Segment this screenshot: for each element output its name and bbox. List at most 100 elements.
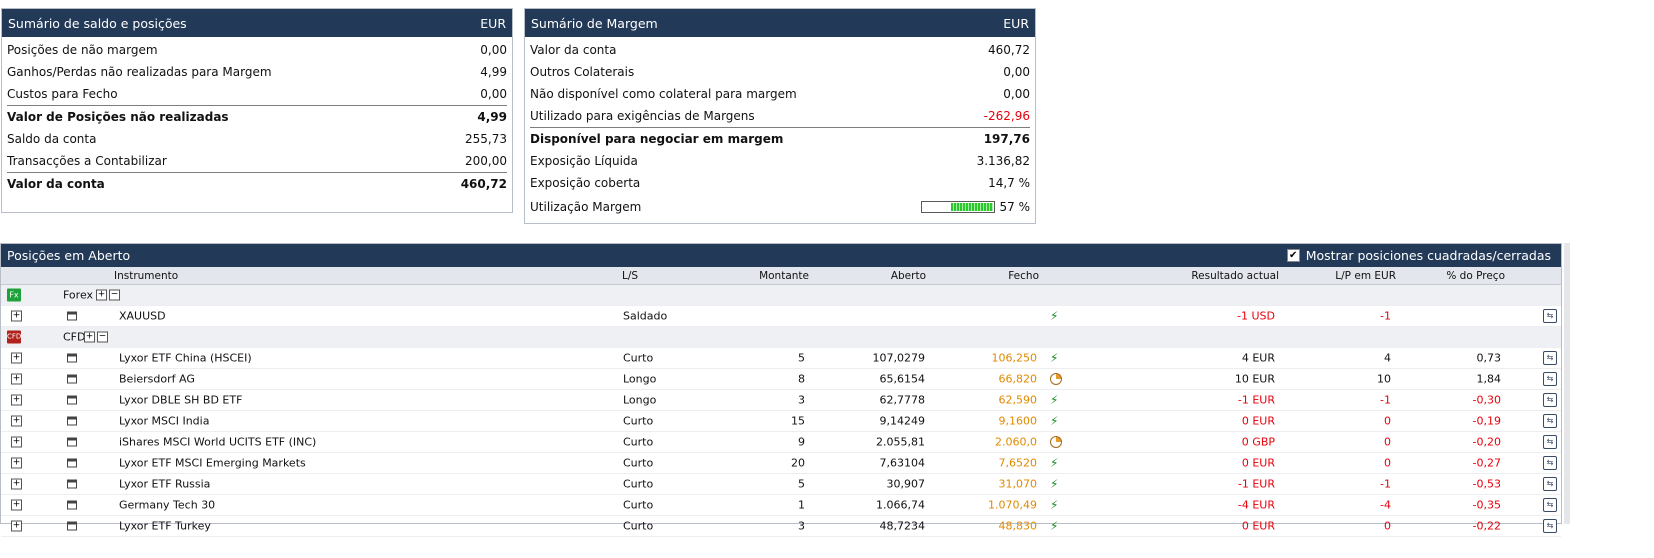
calendar-icon[interactable] — [67, 521, 77, 531]
expand-all-icon[interactable]: + — [96, 289, 107, 301]
position-side: Saldado — [623, 309, 668, 323]
position-result: -1 EUR — [1237, 477, 1275, 491]
bolt-icon: ⚡︎ — [1050, 477, 1059, 491]
position-pl-eur: 10 — [1377, 372, 1391, 386]
margin-row: Exposição Líquida 3.136,82 — [530, 150, 1030, 172]
col-amount[interactable]: Montante — [759, 269, 809, 282]
col-side[interactable]: L/S — [622, 269, 639, 282]
expand-all-icon[interactable]: + — [84, 331, 95, 343]
position-pct-price: -0,35 — [1472, 498, 1501, 512]
calendar-icon[interactable] — [67, 353, 77, 363]
position-result: 0 GBP — [1241, 435, 1275, 449]
balance-row-value: 4,99 — [477, 110, 507, 124]
position-action-icon[interactable]: ⇆ — [1543, 414, 1557, 428]
position-action-icon[interactable]: ⇆ — [1543, 456, 1557, 470]
expand-row-icon[interactable]: + — [11, 436, 22, 448]
margin-row-label: Valor da conta — [530, 43, 617, 57]
position-side: Curto — [623, 519, 654, 533]
position-side: Curto — [623, 351, 654, 365]
calendar-icon[interactable] — [67, 395, 77, 405]
calendar-icon[interactable] — [67, 479, 77, 489]
calendar-icon[interactable] — [67, 311, 77, 321]
position-amount: 8 — [798, 372, 805, 386]
expand-row-icon[interactable]: + — [11, 457, 22, 469]
position-amount: 9 — [798, 435, 805, 449]
col-instrument[interactable]: Instrumento — [114, 269, 179, 282]
position-pct-price: -0,22 — [1472, 519, 1501, 533]
position-row[interactable]: + Beiersdorf AG Longo 8 65,6154 66,820 10 EUR 1… — [1, 369, 1561, 390]
margin-row-value: 0,00 — [1003, 87, 1030, 101]
expand-row-icon[interactable]: + — [11, 520, 22, 532]
position-pct-price: -0,20 — [1472, 435, 1501, 449]
collapse-all-icon[interactable]: − — [97, 331, 108, 343]
instrument-name: Lyxor ETF China (HSCEI) — [119, 351, 252, 365]
positions-scrollbar[interactable] — [1564, 243, 1570, 524]
bolt-icon: ⚡︎ — [1050, 456, 1059, 470]
position-row[interactable]: + XAUUSD Saldado ⚡︎ -1 USD -1 ⇆ — [1, 306, 1561, 327]
position-row[interactable]: + Germany Tech 30 Curto 1 1.066,74 1.070,49 ⚡︎… — [1, 495, 1561, 516]
position-action-icon[interactable]: ⇆ — [1543, 498, 1557, 512]
position-pct-price: 1,84 — [1476, 372, 1502, 386]
position-pl-eur: 0 — [1384, 456, 1391, 470]
margin-utilization-value: 57 % — [999, 200, 1031, 214]
position-open-price: 7,63104 — [879, 456, 926, 470]
position-open-price: 65,6154 — [879, 372, 926, 386]
margin-row-value: -262,96 — [983, 109, 1030, 123]
expand-row-icon[interactable]: + — [11, 352, 22, 364]
balance-row: Ganhos/Perdas não realizadas para Margem… — [7, 61, 507, 83]
col-close[interactable]: Fecho — [1008, 269, 1039, 282]
balance-row-value: 200,00 — [465, 154, 507, 168]
position-pl-eur: 0 — [1384, 414, 1391, 428]
calendar-icon[interactable] — [67, 437, 77, 447]
margin-utilization-row: Utilização Margem 57 % — [530, 194, 1030, 220]
position-row[interactable]: + Lyxor ETF Russia Curto 5 30,907 31,070 ⚡︎ -1 … — [1, 474, 1561, 495]
expand-row-icon[interactable]: + — [11, 373, 22, 385]
collapse-all-icon[interactable]: − — [109, 289, 120, 301]
position-pl-eur: -4 — [1380, 498, 1391, 512]
col-pl-eur[interactable]: L/P em EUR — [1335, 269, 1396, 282]
position-action-icon[interactable]: ⇆ — [1543, 477, 1557, 491]
position-action-icon[interactable]: ⇆ — [1543, 372, 1557, 386]
margin-row-label: Utilizado para exigências de Margens — [530, 109, 755, 123]
position-action-icon[interactable]: ⇆ — [1543, 351, 1557, 365]
margin-row-value: 3.136,82 — [976, 154, 1030, 168]
position-row[interactable]: + Lyxor DBLE SH BD ETF Longo 3 62,7778 62,590… — [1, 390, 1561, 411]
position-row[interactable]: + Lyxor ETF China (HSCEI) Curto 5 107,0279 10… — [1, 348, 1561, 369]
expand-row-icon[interactable]: + — [11, 499, 22, 511]
position-row[interactable]: + iShares MSCI World UCITS ETF (INC) Curto… — [1, 432, 1561, 453]
margin-summary-header: Sumário de Margem EUR — [525, 9, 1035, 37]
col-pct-price[interactable]: % do Preço — [1446, 269, 1505, 282]
calendar-icon[interactable] — [67, 374, 77, 384]
position-result: -1 EUR — [1237, 393, 1275, 407]
open-positions-title: Posições em Aberto — [7, 248, 131, 263]
calendar-icon[interactable] — [67, 416, 77, 426]
position-amount: 20 — [791, 456, 805, 470]
position-action-icon[interactable]: ⇆ — [1543, 435, 1557, 449]
expand-row-icon[interactable]: + — [11, 415, 22, 427]
position-action-icon[interactable]: ⇆ — [1543, 393, 1557, 407]
bolt-icon: ⚡︎ — [1050, 519, 1059, 533]
expand-row-icon[interactable]: + — [11, 394, 22, 406]
position-amount: 3 — [798, 519, 805, 533]
margin-row-label: Utilização Margem — [530, 200, 642, 214]
instrument-name: XAUUSD — [119, 309, 166, 323]
position-action-icon[interactable]: ⇆ — [1543, 519, 1557, 533]
col-open[interactable]: Aberto — [890, 269, 926, 282]
expand-row-icon[interactable]: + — [11, 478, 22, 490]
position-row[interactable]: + Lyxor ETF Turkey Curto 3 48,7234 48,830 ⚡︎ 0 … — [1, 516, 1561, 537]
position-result: -1 USD — [1237, 309, 1275, 323]
show-closed-toggle[interactable]: ✔ Mostrar posiciones cuadradas/cerradas — [1286, 248, 1551, 263]
margin-row-label: Não disponível como colateral para marge… — [530, 87, 797, 101]
position-row[interactable]: + Lyxor MSCI India Curto 15 9,14249 9,1600 ⚡︎ 0… — [1, 411, 1561, 432]
bolt-icon: ⚡︎ — [1050, 351, 1059, 365]
position-action-icon[interactable]: ⇆ — [1543, 309, 1557, 323]
instrument-name: Beiersdorf AG — [119, 372, 195, 386]
margin-row: Valor da conta 460,72 — [530, 39, 1030, 61]
calendar-icon[interactable] — [67, 500, 77, 510]
expand-row-icon[interactable]: + — [11, 310, 22, 322]
calendar-icon[interactable] — [67, 458, 77, 468]
show-closed-checkbox[interactable]: ✔ — [1286, 249, 1300, 262]
balance-row-label: Valor da conta — [7, 177, 105, 191]
position-row[interactable]: + Lyxor ETF MSCI Emerging Markets Curto 20 7… — [1, 453, 1561, 474]
col-result[interactable]: Resultado actual — [1191, 269, 1279, 282]
